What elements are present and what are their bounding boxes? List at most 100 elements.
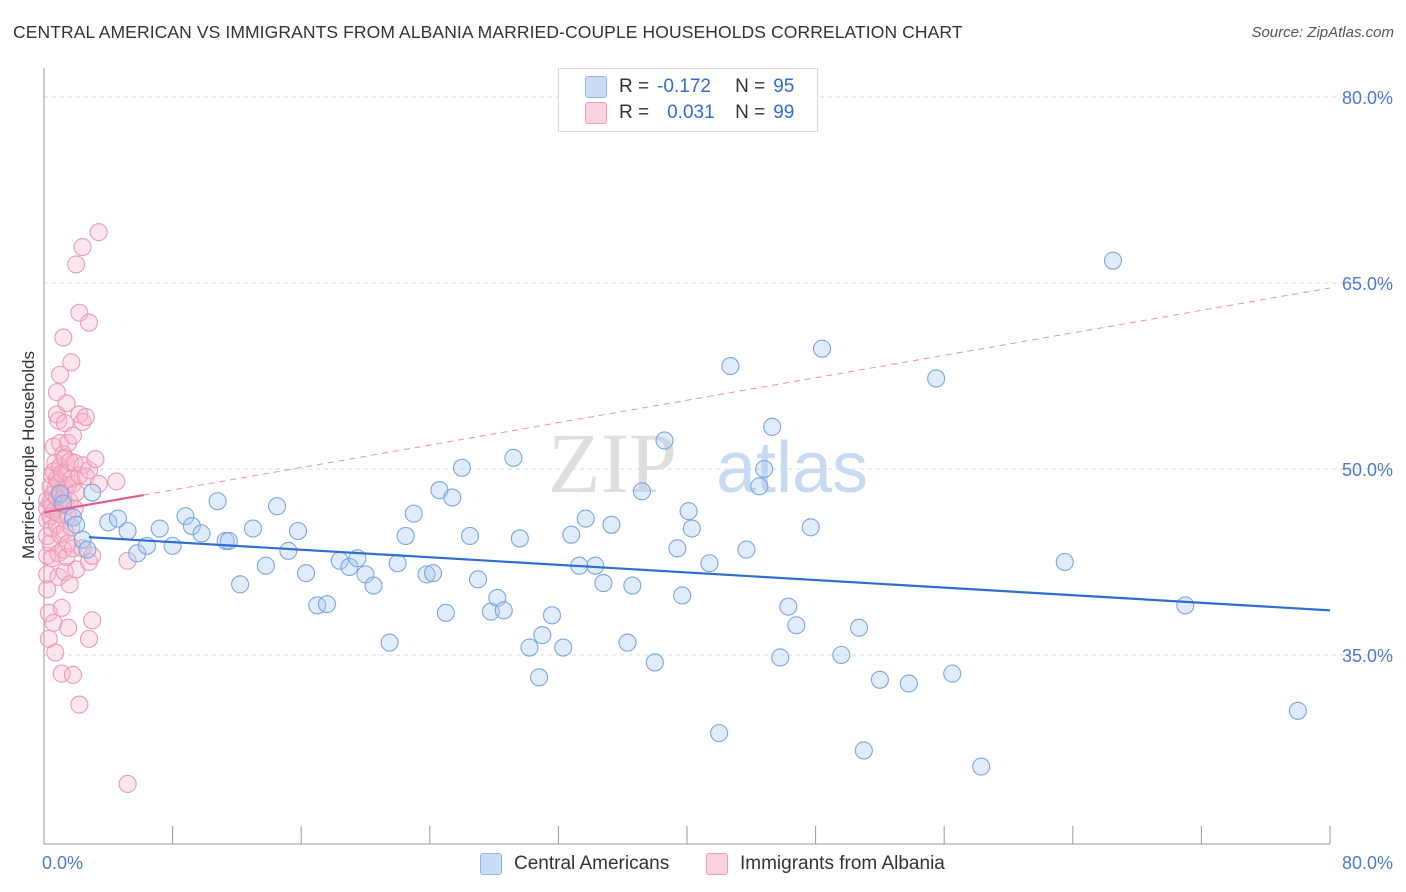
- y-tick-label: 80.0%: [1342, 88, 1393, 108]
- y-tick-label: 35.0%: [1342, 646, 1393, 666]
- central-point: [243, 519, 263, 538]
- central-point: [632, 482, 652, 501]
- central-point: [192, 524, 211, 543]
- central-point: [673, 586, 692, 605]
- central-point: [460, 526, 480, 546]
- central-point: [317, 595, 336, 614]
- y-tick-label: 65.0%: [1342, 274, 1393, 294]
- albania-point: [60, 575, 79, 594]
- bottom-swatch-albania: [706, 853, 728, 875]
- central-point: [452, 458, 472, 477]
- albania-point: [52, 598, 71, 617]
- central-point: [118, 521, 137, 541]
- legend-r-label: R =: [619, 76, 650, 97]
- source-label: Source: ZipAtlas.com: [1251, 24, 1394, 41]
- albania-point: [76, 407, 95, 426]
- albania-point: [51, 365, 70, 384]
- central-point: [163, 536, 182, 555]
- central-point: [594, 574, 613, 593]
- central-point: [436, 603, 455, 622]
- central-point: [854, 741, 873, 760]
- albania-trend-extension: [143, 287, 1331, 496]
- albania-point: [83, 546, 102, 565]
- albania-point: [89, 223, 108, 242]
- bottom-legend-label: Immigrants from Albania: [740, 853, 945, 874]
- central-points: [51, 251, 1307, 776]
- albania-point: [118, 774, 137, 794]
- x-tick-left: 0.0%: [42, 853, 83, 873]
- central-point: [832, 645, 851, 665]
- central-point: [779, 597, 798, 616]
- legend-n-label: N =: [735, 102, 766, 123]
- central-point: [308, 596, 327, 615]
- central-point: [533, 626, 552, 645]
- legend-row-albania: R = 0.031 N = 99: [585, 101, 794, 125]
- albania-point: [63, 426, 82, 445]
- legend-swatch-albania: [585, 102, 607, 124]
- central-point: [494, 601, 513, 620]
- legend-n-value: 99: [773, 102, 795, 123]
- central-point: [787, 616, 806, 635]
- central-point: [176, 507, 195, 526]
- y-axis-title: Married-couple Households: [19, 351, 38, 559]
- central-point: [268, 497, 287, 516]
- central-point: [510, 529, 529, 548]
- albania-point: [79, 629, 99, 648]
- central-point: [763, 417, 782, 436]
- albania-point: [118, 551, 137, 570]
- central-point: [943, 664, 962, 683]
- central-point: [388, 554, 407, 573]
- albania-point: [57, 394, 76, 413]
- albania-point: [54, 328, 73, 347]
- albania-point: [59, 618, 78, 637]
- albania-point: [44, 613, 63, 632]
- albania-points: [38, 223, 137, 794]
- albania-point: [63, 665, 82, 684]
- central-point: [679, 502, 698, 521]
- central-point: [682, 519, 701, 538]
- central-point: [443, 488, 462, 507]
- albania-point: [67, 483, 86, 502]
- legend-n-value: 95: [773, 76, 795, 97]
- watermark-zip: ZIP: [548, 415, 677, 511]
- axes: [43, 68, 1331, 845]
- legend-r-value: 0.031: [667, 102, 715, 123]
- central-point: [668, 539, 687, 558]
- central-point: [755, 459, 774, 479]
- albania-point: [70, 466, 89, 485]
- bottom-legend-label: Central Americans: [514, 853, 670, 874]
- central-point: [972, 757, 991, 776]
- central-point: [812, 339, 832, 358]
- trend-lines: [43, 287, 1331, 612]
- central-point: [645, 653, 664, 672]
- central-point: [182, 516, 201, 536]
- albania-point: [62, 353, 81, 372]
- watermark-atlas: atlas: [716, 428, 868, 508]
- central-point: [542, 606, 562, 625]
- central-point: [1103, 251, 1123, 270]
- central-point: [423, 564, 443, 583]
- central-point: [83, 483, 102, 502]
- central-point: [404, 504, 423, 523]
- central-point: [1176, 596, 1195, 615]
- central-point: [108, 509, 127, 528]
- bottom-swatch-central: [480, 853, 502, 875]
- central-point: [504, 448, 523, 467]
- central-point: [417, 565, 436, 584]
- albania-point: [79, 313, 99, 332]
- legend-r-value: -0.172: [657, 76, 711, 97]
- bottom-legend-albania: Immigrants from Albania: [706, 851, 945, 877]
- albania-point: [46, 643, 65, 662]
- albania-point: [79, 461, 99, 480]
- central-point: [721, 357, 740, 376]
- bottom-legend-central: Central Americans: [480, 851, 669, 877]
- central-point: [296, 564, 316, 583]
- central-point: [623, 576, 642, 595]
- albania-point: [86, 450, 105, 469]
- central-point: [51, 484, 70, 503]
- central-trend-line: [88, 536, 1331, 612]
- albania-point: [73, 412, 92, 431]
- central-point: [78, 540, 97, 559]
- central-point: [99, 513, 118, 532]
